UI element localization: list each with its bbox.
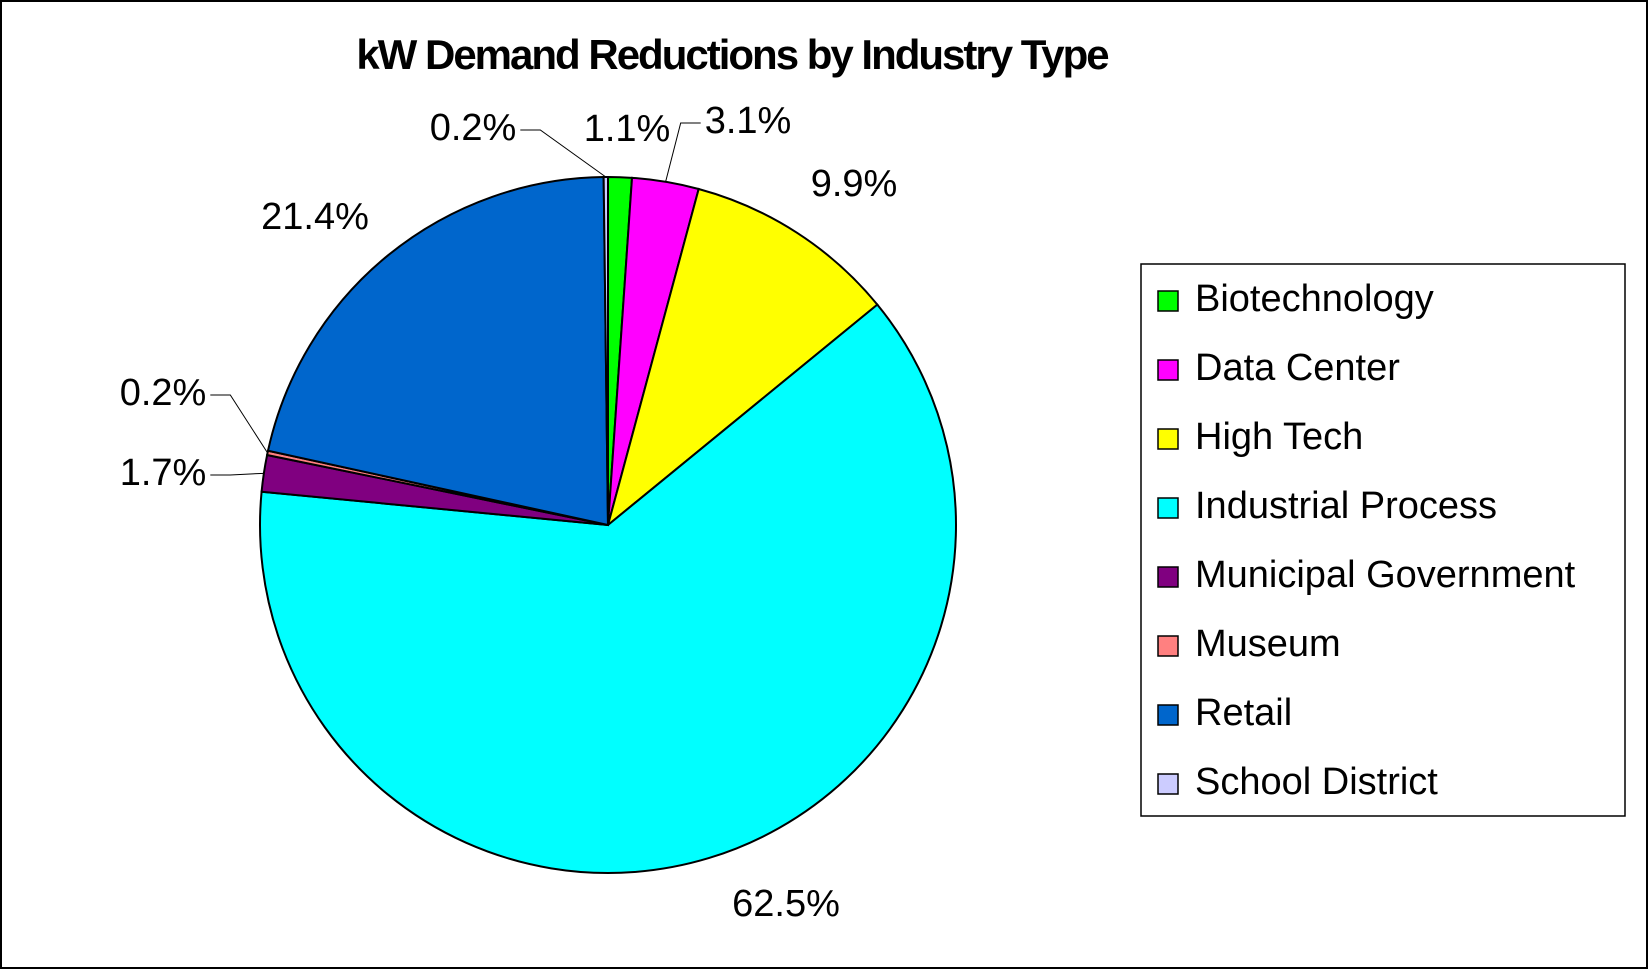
pie-slice bbox=[606, 187, 879, 528]
legend-label: Data Center bbox=[1195, 347, 1400, 389]
legend-swatch bbox=[1157, 704, 1179, 726]
leader-line bbox=[210, 394, 268, 454]
pie-slice bbox=[266, 176, 610, 527]
legend-swatch bbox=[1157, 359, 1179, 381]
legend-swatch bbox=[1157, 566, 1179, 588]
legend-label: School District bbox=[1195, 761, 1438, 803]
legend-label: Retail bbox=[1195, 692, 1292, 734]
data-label: 21.4% bbox=[261, 196, 369, 238]
data-label: 62.5% bbox=[732, 883, 840, 925]
legend-box bbox=[1140, 263, 1626, 817]
legend-label: Biotechnology bbox=[1195, 278, 1434, 320]
legend-swatch bbox=[1157, 497, 1179, 519]
legend-label: High Tech bbox=[1195, 416, 1363, 458]
leader-line bbox=[520, 129, 607, 178]
legend-swatch bbox=[1157, 290, 1179, 312]
legend-label: Municipal Government bbox=[1195, 554, 1576, 596]
pie-slice bbox=[259, 303, 957, 874]
data-label: 3.1% bbox=[705, 100, 792, 142]
leader-line bbox=[665, 122, 701, 182]
data-label: 0.2% bbox=[120, 372, 207, 414]
data-label: 1.1% bbox=[584, 108, 671, 150]
legend-swatch bbox=[1157, 635, 1179, 657]
leader-line bbox=[210, 472, 264, 476]
data-label: 0.2% bbox=[430, 107, 517, 149]
legend-swatch bbox=[1157, 428, 1179, 450]
legend-label: Museum bbox=[1195, 623, 1341, 665]
data-label: 9.9% bbox=[811, 163, 898, 205]
legend-label: Industrial Process bbox=[1195, 485, 1497, 527]
chart-title: kW Demand Reductions by Industry Type bbox=[356, 31, 1108, 78]
data-label: 1.7% bbox=[120, 452, 207, 494]
legend-swatch bbox=[1157, 773, 1179, 795]
